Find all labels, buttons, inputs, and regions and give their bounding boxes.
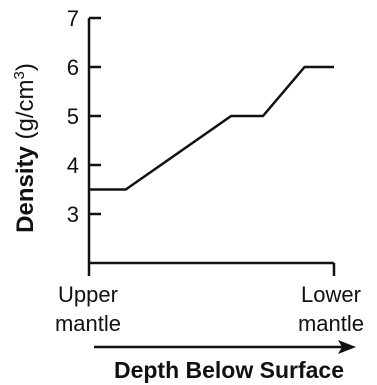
x-end-label-right-2: mantle (298, 311, 364, 336)
y-axis-ticks: 3 4 5 6 7 (67, 6, 101, 227)
y-tick-label-4: 4 (67, 153, 79, 178)
y-tick-label-6: 6 (67, 55, 79, 80)
density-series-line (89, 67, 334, 190)
x-end-label-right-1: Lower (301, 282, 361, 307)
y-tick-label-5: 5 (67, 104, 79, 129)
y-axis-label-unit: (g/cm (12, 79, 39, 139)
y-axis-label-quantity: Density (12, 146, 39, 233)
x-end-label-left-1: Upper (58, 282, 118, 307)
y-tick-label-7: 7 (67, 6, 79, 31)
x-axis-label: Depth Below Surface (114, 357, 344, 383)
y-axis-label: Density (g/cm3) (11, 63, 39, 233)
y-tick-label-3: 3 (67, 202, 79, 227)
y-axis-label-unit-close: ) (12, 63, 39, 71)
x-end-label-left-2: mantle (55, 311, 121, 336)
y-axis-label-unit-exponent: 3 (11, 71, 28, 79)
